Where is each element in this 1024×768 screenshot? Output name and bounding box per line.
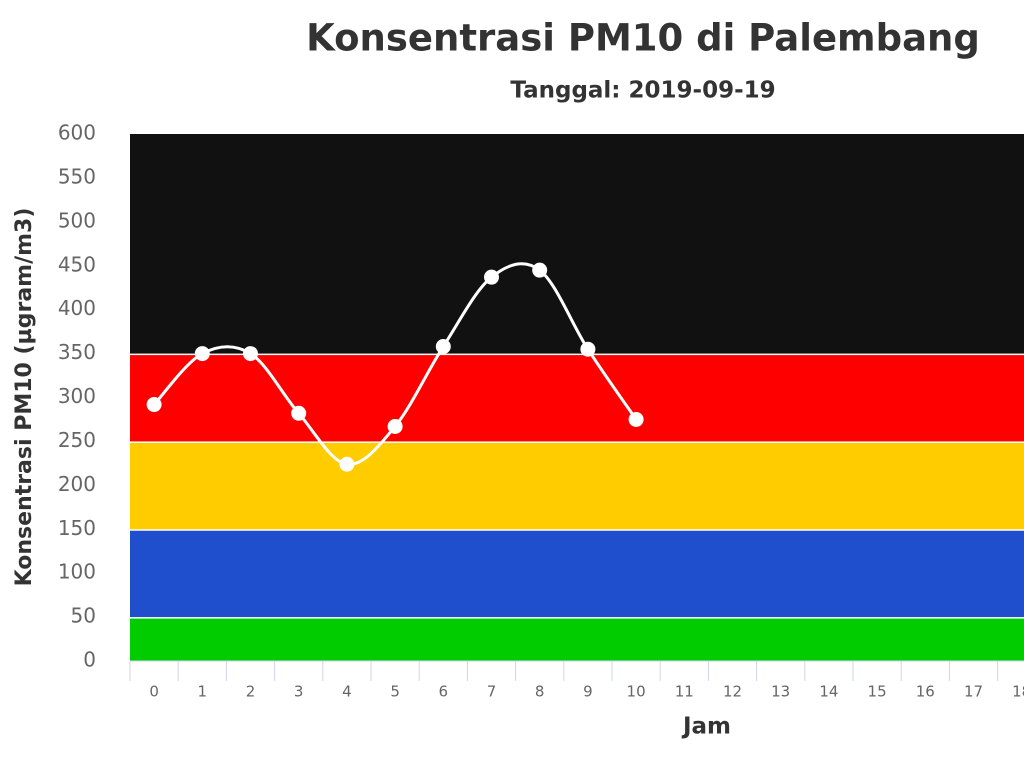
x-tick-label: 13 xyxy=(771,683,790,701)
data-point xyxy=(194,346,210,362)
data-point xyxy=(243,346,258,362)
x-tick-label: 17 xyxy=(964,683,983,701)
x-tick-label: 15 xyxy=(868,683,887,701)
y-tick-label: 250 xyxy=(58,428,96,452)
x-tick-label: 8 xyxy=(535,683,545,701)
data-point xyxy=(435,339,451,355)
x-tick-label: 6 xyxy=(439,683,449,701)
plot-band xyxy=(130,530,1024,618)
x-tick-label: 14 xyxy=(819,683,838,701)
data-point xyxy=(484,269,499,285)
data-point xyxy=(532,262,548,278)
y-tick-label: 200 xyxy=(58,472,96,496)
y-tick-label: 300 xyxy=(58,384,96,408)
plot-band xyxy=(130,618,1024,661)
y-tick-label: 550 xyxy=(58,164,96,188)
x-tick-label: 0 xyxy=(149,683,159,701)
series-line xyxy=(152,262,638,466)
x-tick-label: 1 xyxy=(198,683,208,701)
x-tick-label: 2 xyxy=(246,683,256,701)
x-tick-label: 10 xyxy=(627,683,646,701)
data-point xyxy=(580,341,596,357)
plot-band xyxy=(130,134,1024,354)
y-tick-label: 150 xyxy=(58,516,96,540)
data-point xyxy=(387,418,403,434)
x-tick-label: 16 xyxy=(916,683,935,701)
y-tick-label: 350 xyxy=(58,340,96,364)
x-tick-label: 3 xyxy=(294,683,304,701)
data-point xyxy=(628,411,644,427)
x-tick-label: 4 xyxy=(342,683,352,701)
y-axis-title: Konsentrasi PM10 (µgram/m3) xyxy=(12,208,37,587)
data-point xyxy=(339,456,355,472)
plot-band xyxy=(130,355,1024,442)
chart-subtitle: Tanggal: 2019-09-19 xyxy=(510,78,775,104)
y-tick-label: 0 xyxy=(83,648,96,672)
x-tick-label: 12 xyxy=(723,683,742,701)
y-tick-label: 50 xyxy=(71,604,96,628)
y-tick-label: 100 xyxy=(58,560,96,584)
plot-band xyxy=(130,442,1024,530)
x-tick-label: 9 xyxy=(583,683,593,701)
x-tick-label: 5 xyxy=(390,683,400,701)
chart-title: Konsentrasi PM10 di Palembang xyxy=(306,17,980,60)
y-tick-label: 450 xyxy=(58,252,96,276)
x-axis-title: Jam xyxy=(681,714,731,740)
y-tick-label: 500 xyxy=(58,208,96,232)
data-point xyxy=(291,405,307,421)
x-tick-label: 18 xyxy=(1012,683,1024,701)
x-tick-label: 11 xyxy=(675,683,694,701)
x-tick-label: 7 xyxy=(487,683,497,701)
y-tick-label: 600 xyxy=(58,121,96,145)
y-tick-label: 400 xyxy=(58,296,96,320)
data-point xyxy=(146,397,162,413)
